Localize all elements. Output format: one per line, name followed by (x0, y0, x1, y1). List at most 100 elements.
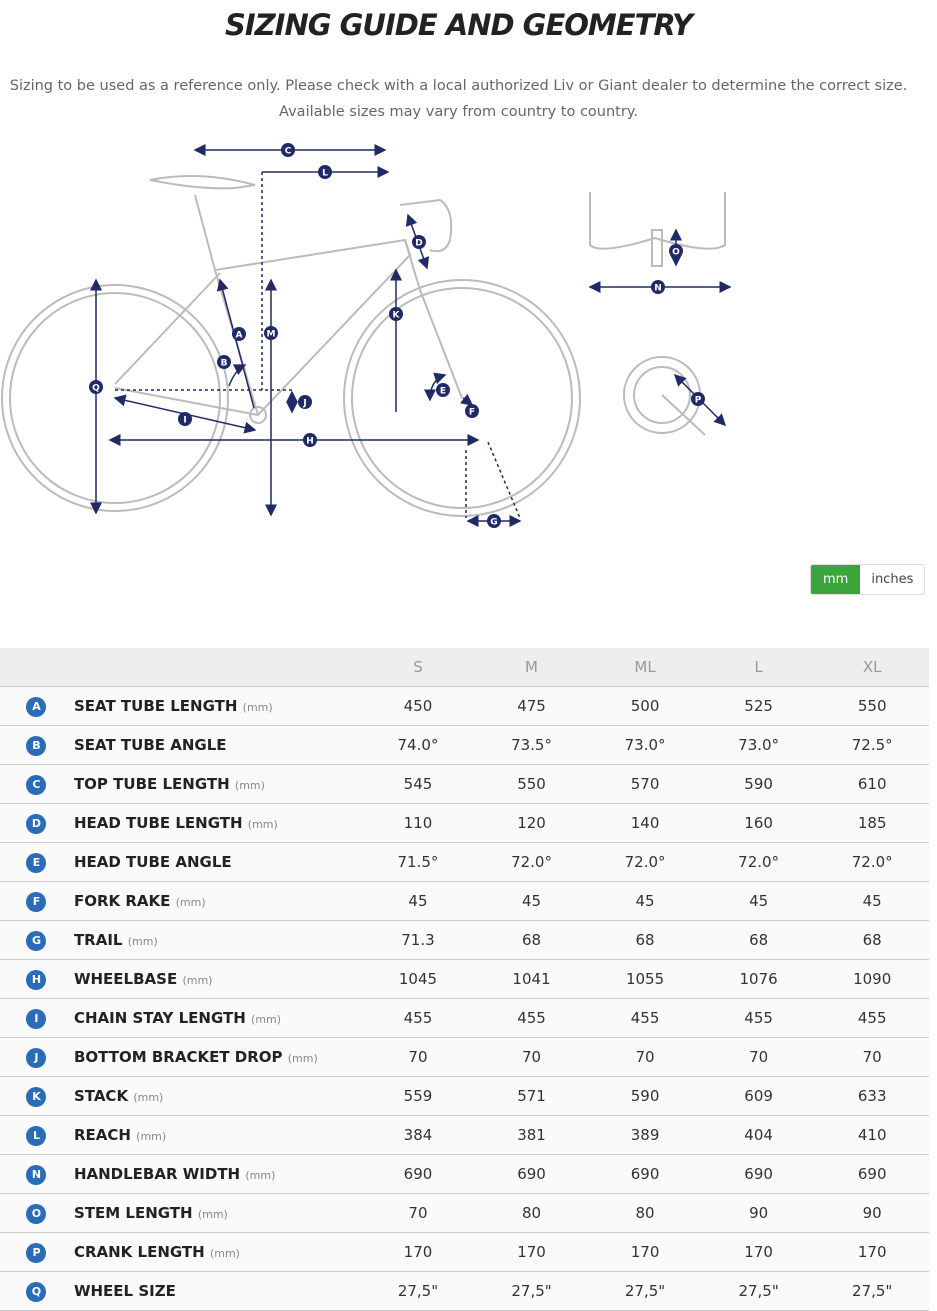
label-letter: N (654, 284, 662, 294)
value-cell: 120 (474, 803, 589, 843)
subtitle: Sizing to be used as a reference only. P… (9, 78, 908, 94)
label-letter: L (322, 169, 328, 179)
label-dot (303, 433, 317, 447)
letter-cell: I (0, 998, 73, 1038)
geometry-row: F FORK RAKE (mm) 45 45 45 45 45 (0, 881, 929, 921)
value-cell: 455 (361, 998, 475, 1038)
row-unit: (mm) (136, 1130, 167, 1143)
unit-mm[interactable]: mm (811, 565, 861, 594)
bike (1, 175, 726, 517)
letter-cell: N (0, 1154, 73, 1194)
row-letter: I (26, 1008, 47, 1029)
row-letter: H (26, 969, 47, 990)
row-name: REACH (73, 1126, 131, 1144)
row-letter: Q (26, 1281, 47, 1302)
value-cell: 70 (361, 1037, 475, 1077)
geometry-row: P CRANK LENGTH (mm) 170 170 170 170 170 (0, 1232, 929, 1272)
value-cell: 1055 (588, 959, 702, 999)
value-cell: 170 (815, 1232, 929, 1272)
value-cell: 455 (815, 998, 929, 1038)
value-cell: 525 (701, 686, 816, 726)
row-unit: (mm) (247, 818, 278, 831)
geometry-row: J BOTTOM BRACKET DROP (mm) 70 70 70 70 70 (0, 1037, 929, 1077)
geometry-row: L REACH (mm) 384 381 389 404 410 (0, 1115, 929, 1155)
row-name: WHEELBASE (73, 970, 178, 988)
label-dot (318, 165, 332, 179)
letter-cell: A (0, 686, 73, 726)
row-name: SEAT TUBE ANGLE (73, 736, 227, 754)
letter-cell: K (0, 1076, 73, 1116)
value-cell: 389 (588, 1115, 702, 1155)
label-letter: B (221, 359, 228, 369)
row-name: STACK (73, 1087, 129, 1105)
row-letter: F (26, 891, 47, 912)
value-cell: 1045 (361, 959, 475, 999)
value-cell: 690 (588, 1154, 702, 1194)
value-cell: 72.0° (588, 842, 702, 882)
geometry-row: H WHEELBASE (mm) 1045 1041 1055 1076 1090 (0, 959, 929, 999)
name-cell: WHEEL SIZE (72, 1271, 362, 1311)
value-cell: 455 (588, 998, 702, 1038)
row-letter: K (26, 1086, 47, 1107)
row-letter: E (26, 852, 47, 873)
header-cell (72, 648, 362, 687)
name-cell: FORK RAKE (mm) (72, 881, 362, 921)
value-cell: 71.5° (361, 842, 475, 882)
letter-cell: H (0, 959, 73, 999)
row-unit: (mm) (133, 1091, 164, 1104)
value-cell: 72.5° (815, 725, 929, 765)
geometry-row: I CHAIN STAY LENGTH (mm) 455 455 455 455 455 (0, 998, 929, 1038)
label-dot (691, 392, 705, 406)
value-cell: 68 (474, 920, 589, 960)
label-dot (436, 383, 450, 397)
header-cell (0, 648, 73, 687)
value-cell: 73.0° (701, 725, 816, 765)
label-letter: M (267, 330, 276, 340)
value-cell: 27,5" (701, 1271, 816, 1311)
row-letter: G (26, 930, 47, 951)
name-cell: HANDLEBAR WIDTH (mm) (72, 1154, 362, 1194)
row-name: CRANK LENGTH (73, 1243, 205, 1261)
name-cell: SEAT TUBE ANGLE (72, 725, 362, 765)
name-cell: HEAD TUBE ANGLE (72, 842, 362, 882)
label-dot (178, 412, 192, 426)
row-name: HEAD TUBE ANGLE (73, 853, 232, 871)
unit-inches[interactable]: inches (871, 572, 914, 587)
geometry-row: Q WHEEL SIZE 27,5" 27,5" 27,5" 27,5" 27,5" (0, 1271, 929, 1311)
row-unit: (mm) (175, 896, 206, 909)
value-cell: 27,5" (361, 1271, 475, 1311)
value-cell: 455 (701, 998, 816, 1038)
row-letter: A (26, 696, 47, 717)
value-cell: 110 (361, 803, 475, 843)
letter-cell: P (0, 1232, 73, 1272)
label-dot (232, 327, 246, 341)
value-cell: 170 (588, 1232, 702, 1272)
label-dot (89, 380, 103, 394)
label-letter: K (393, 311, 401, 321)
row-letter: N (26, 1164, 47, 1185)
name-cell: BOTTOM BRACKET DROP (mm) (72, 1037, 362, 1077)
value-cell: 70 (588, 1037, 702, 1077)
label-dot (389, 307, 403, 321)
label-letter: E (440, 387, 446, 397)
row-unit: (mm) (251, 1013, 282, 1026)
value-cell: 74.0° (361, 725, 475, 765)
subtitle: Available sizes may vary from country to… (279, 104, 638, 120)
value-cell: 72.0° (815, 842, 929, 882)
name-cell: CHAIN STAY LENGTH (mm) (72, 998, 362, 1038)
label-letter: F (469, 408, 475, 418)
row-letter: J (26, 1047, 47, 1068)
value-cell: 690 (474, 1154, 589, 1194)
label-dot (217, 355, 231, 369)
header-row: S M ML L XL (0, 648, 929, 687)
geometry-row: N HANDLEBAR WIDTH (mm) 690 690 690 690 690 (0, 1154, 929, 1194)
label-letter: A (236, 331, 243, 341)
label-dot (487, 514, 501, 528)
value-cell: 185 (815, 803, 929, 843)
title: SIZING GUIDE AND GEOMETRY (224, 8, 693, 42)
letter-cell: D (0, 803, 73, 843)
value-cell: 80 (474, 1193, 589, 1233)
value-cell: 72.0° (701, 842, 816, 882)
label-dot (281, 143, 295, 157)
